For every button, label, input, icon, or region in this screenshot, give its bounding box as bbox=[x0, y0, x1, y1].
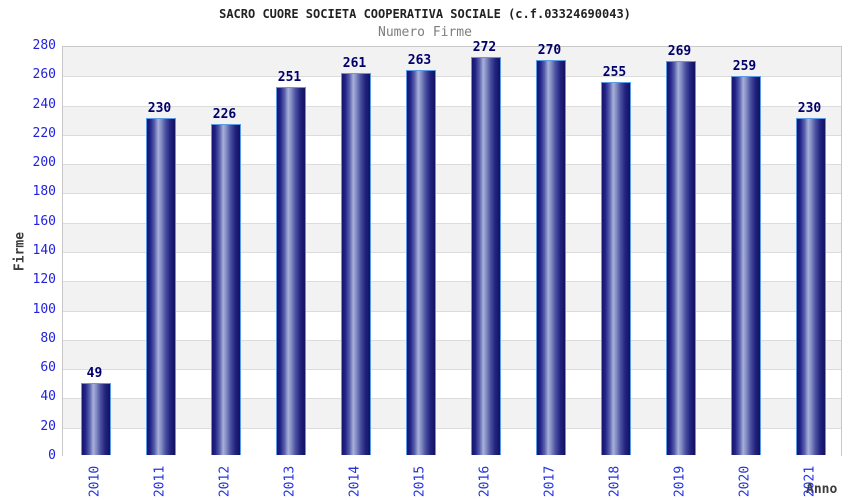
gridline bbox=[63, 105, 841, 107]
x-tick-label-2019: 2019 bbox=[672, 465, 687, 498]
chart-subtitle: Numero Firme bbox=[378, 25, 472, 40]
bar-2020 bbox=[730, 75, 761, 455]
y-tick-label: 100 bbox=[32, 301, 56, 317]
background-band bbox=[63, 47, 841, 77]
value-label-2021: 230 bbox=[797, 101, 822, 117]
background-band bbox=[63, 222, 841, 252]
bar-2011 bbox=[145, 118, 176, 455]
value-label-2013: 251 bbox=[277, 70, 302, 86]
bar-2017 bbox=[535, 59, 566, 455]
background-band bbox=[63, 252, 841, 282]
y-tick-label: 80 bbox=[40, 330, 56, 346]
background-band bbox=[63, 398, 841, 428]
plot-area bbox=[62, 46, 842, 457]
gridline bbox=[63, 222, 841, 224]
gridline bbox=[63, 427, 841, 429]
gridline bbox=[63, 369, 841, 371]
gridline bbox=[63, 339, 841, 341]
x-tick-label-2010: 2010 bbox=[87, 465, 102, 498]
background-band bbox=[63, 369, 841, 399]
value-label-2020: 259 bbox=[732, 58, 757, 74]
x-tick-label-2015: 2015 bbox=[412, 465, 427, 498]
bar-2010 bbox=[80, 383, 111, 455]
y-tick-label: 180 bbox=[32, 184, 56, 200]
y-tick-label: 120 bbox=[32, 272, 56, 288]
y-tick-label: 200 bbox=[32, 155, 56, 171]
background-band bbox=[63, 310, 841, 340]
value-label-2014: 261 bbox=[342, 55, 367, 71]
x-tick-label-2017: 2017 bbox=[542, 465, 557, 498]
y-tick-label: 140 bbox=[32, 243, 56, 258]
bar-2019 bbox=[665, 61, 696, 455]
x-tick-label-2021: 2021 bbox=[802, 465, 817, 498]
bar-2012 bbox=[210, 124, 241, 455]
gridline bbox=[63, 164, 841, 166]
gridline bbox=[63, 76, 841, 78]
bar-2015 bbox=[405, 69, 436, 455]
value-label-2016: 272 bbox=[472, 39, 497, 55]
value-label-2017: 270 bbox=[537, 42, 562, 58]
y-tick-label: 0 bbox=[48, 448, 56, 463]
y-tick-label: 40 bbox=[40, 389, 56, 405]
y-tick-label: 20 bbox=[40, 418, 56, 434]
x-tick-label-2020: 2020 bbox=[737, 465, 752, 498]
y-tick-label: 240 bbox=[32, 96, 56, 112]
x-tick-label-2012: 2012 bbox=[217, 465, 232, 498]
background-band bbox=[63, 105, 841, 135]
x-tick-label-2014: 2014 bbox=[347, 465, 362, 498]
background-band bbox=[63, 134, 841, 165]
y-tick-label: 60 bbox=[40, 360, 56, 376]
value-label-2010: 49 bbox=[86, 366, 103, 382]
x-tick-label-2018: 2018 bbox=[607, 465, 622, 498]
gridline bbox=[63, 134, 841, 136]
bar-2013 bbox=[275, 87, 306, 455]
value-label-2012: 226 bbox=[212, 107, 237, 123]
bar-2021 bbox=[795, 118, 826, 455]
background-band bbox=[63, 427, 841, 457]
gridline bbox=[63, 193, 841, 195]
value-label-2015: 263 bbox=[407, 52, 432, 68]
y-tick-label: 260 bbox=[32, 67, 56, 83]
gridline bbox=[63, 398, 841, 400]
background-band bbox=[63, 76, 841, 106]
x-tick-label-2016: 2016 bbox=[477, 465, 492, 498]
background-band bbox=[63, 339, 841, 370]
bar-2016 bbox=[470, 56, 501, 455]
value-label-2018: 255 bbox=[602, 64, 627, 80]
x-tick-label-2013: 2013 bbox=[282, 465, 297, 498]
gridline bbox=[63, 281, 841, 283]
bar-2014 bbox=[340, 72, 371, 455]
value-label-2019: 269 bbox=[667, 44, 692, 60]
x-tick-label-2011: 2011 bbox=[152, 465, 167, 498]
bar-2018 bbox=[600, 81, 631, 455]
value-label-2011: 230 bbox=[147, 101, 172, 117]
x-axis-title: Anno bbox=[806, 482, 838, 497]
background-band bbox=[63, 193, 841, 223]
y-tick-label: 220 bbox=[32, 125, 56, 141]
gridline bbox=[63, 310, 841, 312]
chart-title: SACRO CUORE SOCIETA COOPERATIVA SOCIALE … bbox=[219, 7, 631, 21]
background-band bbox=[63, 164, 841, 194]
background-band bbox=[63, 281, 841, 311]
y-tick-label: 160 bbox=[32, 213, 56, 229]
gridline bbox=[63, 252, 841, 253]
y-tick-label: 280 bbox=[32, 38, 56, 53]
